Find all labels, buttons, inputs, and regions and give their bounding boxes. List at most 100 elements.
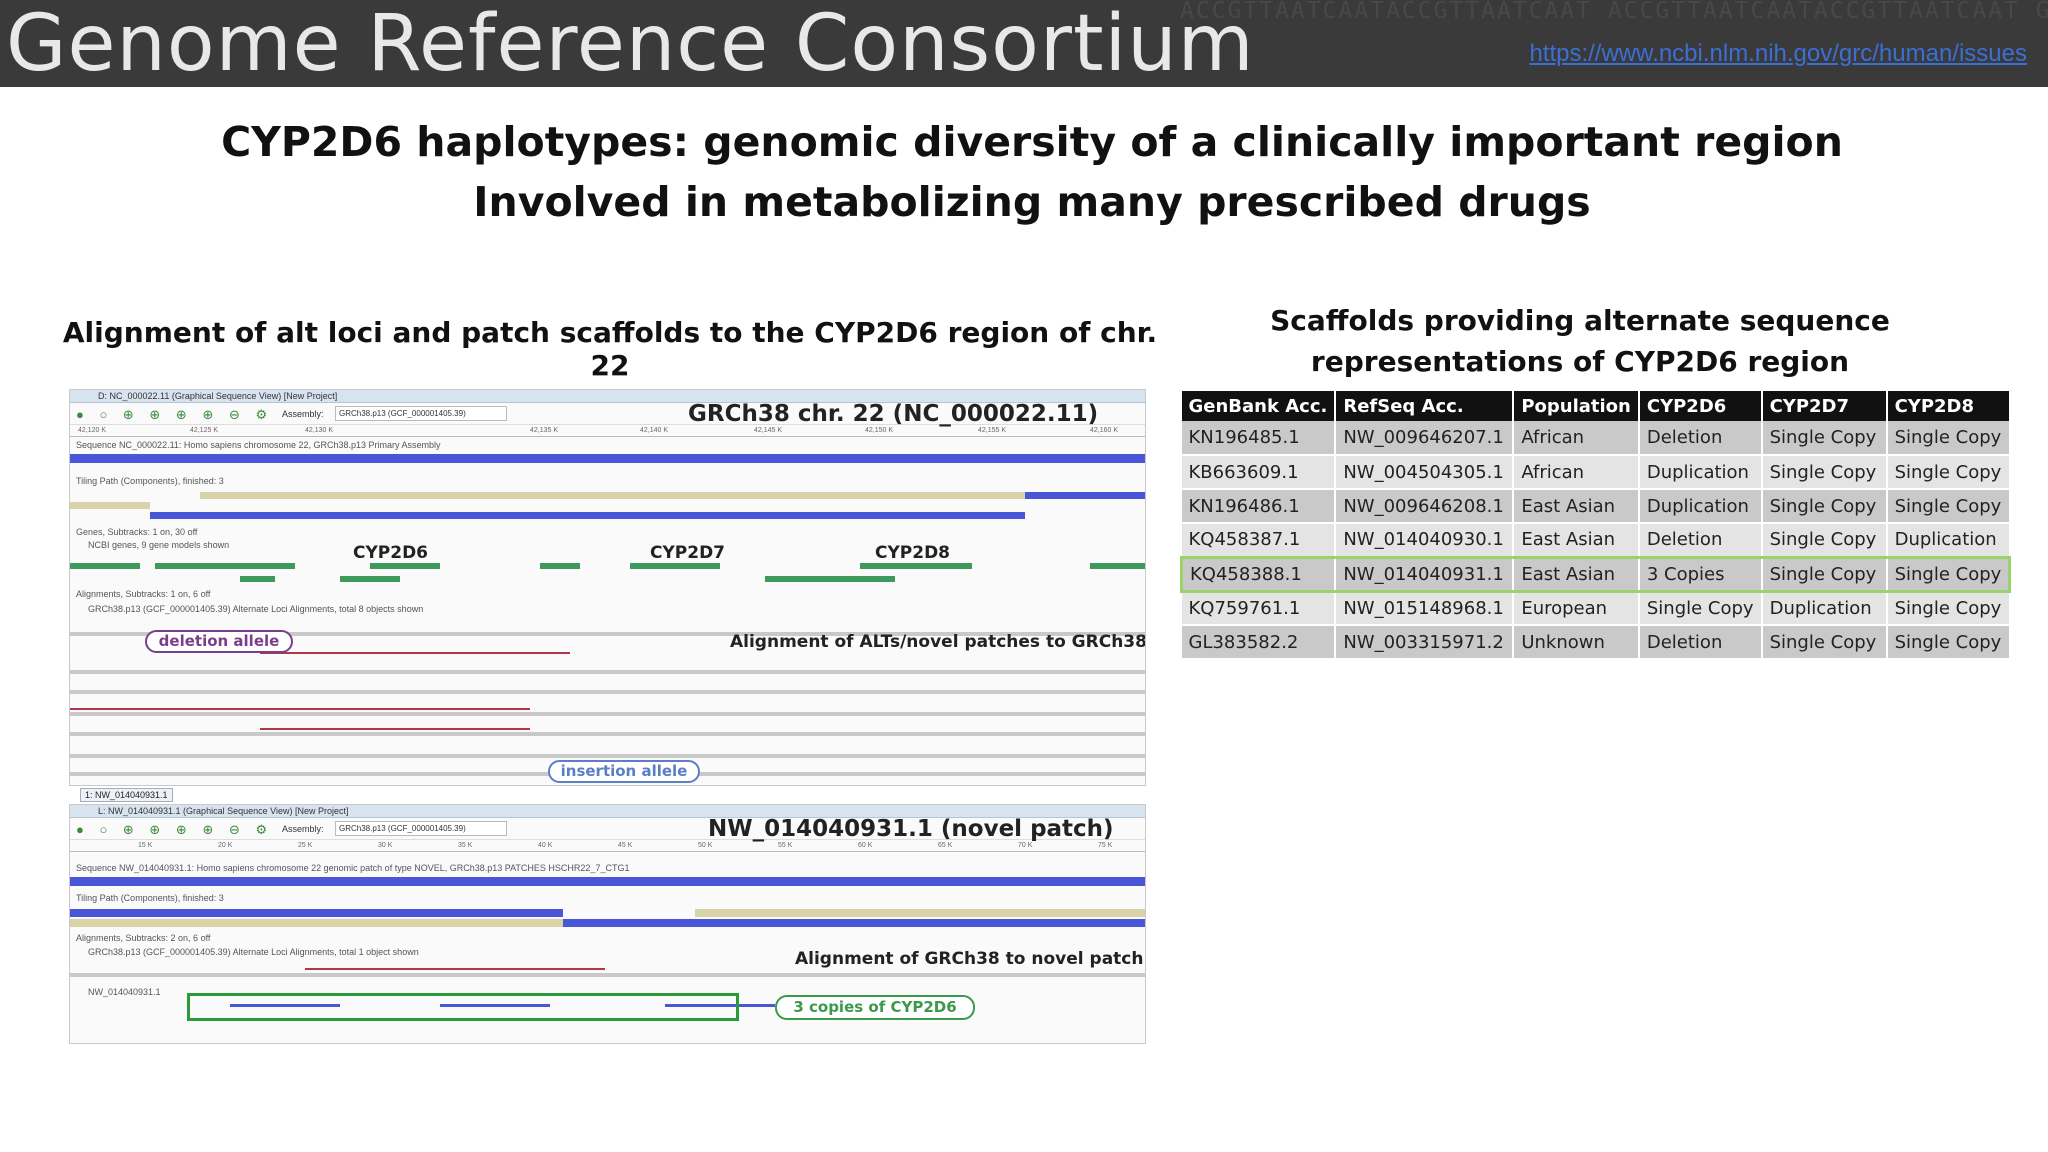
cell-refseq: NW_004504305.1 (1335, 455, 1515, 490)
alignment-row (70, 973, 1145, 977)
sequence-bar (70, 454, 1145, 463)
alignment-row (70, 754, 1145, 758)
ruler-tick: 42,125 K (190, 427, 219, 434)
cell-cyp2d7: Single Copy (1761, 555, 1888, 593)
cell-cyp2d7: Single Copy (1761, 489, 1888, 524)
gene-label-cyp2d6: CYP2D6 (353, 543, 429, 563)
cell-population: East Asian (1513, 489, 1640, 524)
ruler-tick: 70 K (1018, 842, 1033, 849)
gene-model[interactable] (155, 563, 295, 569)
ruler-tick: 42,120 K (78, 427, 107, 434)
banner-background-sequence: ACCGTTAATCAATACCGTTAATCAAT ACCGTTAATCAAT… (1180, 0, 2048, 24)
ruler-tick: 30 K (378, 842, 393, 849)
alignments-track-label: Alignments, Subtracks: 1 on, 6 off (76, 589, 211, 599)
gene-model[interactable] (630, 563, 720, 569)
table-row: GL383582.2 NW_003315971.2 Unknown Deleti… (1181, 625, 2011, 660)
alt-alignment-annotation: Alignment of ALTs/novel patches to GRCh3… (730, 632, 1146, 652)
ruler-tick: 25 K (298, 842, 313, 849)
alignment-row (70, 690, 1145, 694)
cell-cyp2d6: Single Copy (1638, 591, 1763, 626)
cell-genbank: KB663609.1 (1181, 455, 1337, 490)
genome-viewer-chr22[interactable]: D: NC_000022.11 (Graphical Sequence View… (69, 389, 1146, 786)
sequence-track-label: Sequence NC_000022.11: Homo sapiens chro… (76, 440, 441, 450)
nw-track-label: NW_014040931.1 (88, 987, 161, 997)
position-ruler: 15 K 20 K 25 K 30 K 35 K 40 K 45 K 50 K … (70, 842, 1145, 852)
table-row-highlighted: KQ458388.1 NW_014040931.1 East Asian 3 C… (1180, 555, 2012, 593)
tiling-component (70, 919, 563, 927)
cell-population: East Asian (1513, 523, 1640, 558)
ruler-tick: 20 K (218, 842, 233, 849)
cell-cyp2d7: Duplication (1761, 591, 1888, 626)
gene-label-cyp2d8: CYP2D8 (875, 543, 951, 563)
cell-genbank: GL383582.2 (1181, 625, 1337, 660)
column-header-refseq: RefSeq Acc. (1335, 391, 1515, 421)
sequence-bar (70, 877, 1145, 886)
genes-track-label: Genes, Subtracks: 1 on, 30 off (76, 527, 198, 537)
alt-loci-track-label: GRCh38.p13 (GCF_000001405.39) Alternate … (88, 947, 419, 957)
gene-model[interactable] (1090, 563, 1145, 569)
toolbar-zoom-icons[interactable]: ● ○ ⊕ ⊕ ⊕ ⊕ ⊖ ⚙ (76, 822, 274, 837)
cell-genbank: KN196485.1 (1181, 421, 1337, 456)
ruler-tick: 42,150 K (865, 427, 894, 434)
grc-issues-link[interactable]: https://www.ncbi.nlm.nih.gov/grc/human/i… (1529, 40, 2027, 67)
table-header-row: GenBank Acc. RefSeq Acc. Population CYP2… (1181, 391, 2011, 421)
alignment-gap (305, 968, 605, 970)
cell-cyp2d6: Deletion (1638, 421, 1763, 456)
tiling-component (695, 909, 1145, 917)
slide-title: CYP2D6 haplotypes: genomic diversity of … (0, 112, 2048, 232)
assembly-label: Assembly: (282, 409, 324, 419)
toolbar-zoom-icons[interactable]: ● ○ ⊕ ⊕ ⊕ ⊕ ⊖ ⚙ (76, 407, 274, 422)
viewer-titlebar: D: NC_000022.11 (Graphical Sequence View… (70, 390, 1145, 403)
assembly-select[interactable]: GRCh38.p13 (GCF_000001405.39) (335, 406, 507, 421)
viewer-titlebar: L: NW_014040931.1 (Graphical Sequence Vi… (70, 805, 1145, 818)
ruler-tick: 42,135 K (530, 427, 559, 434)
cell-genbank: KQ458387.1 (1181, 523, 1337, 558)
gene-model[interactable] (240, 576, 275, 582)
gene-model[interactable] (860, 563, 972, 569)
gene-label-cyp2d7: CYP2D7 (650, 543, 726, 563)
gene-model[interactable] (370, 563, 440, 569)
ruler-tick: 75 K (1098, 842, 1113, 849)
cell-population: African (1513, 455, 1640, 490)
three-copies-callout: 3 copies of CYP2D6 (775, 995, 975, 1020)
position-ruler: 42,120 K 42,125 K 42,130 K 42,135 K 42,1… (70, 427, 1145, 437)
table-row: KN196486.1 NW_009646208.1 East Asian Dup… (1181, 489, 2011, 524)
gene-model[interactable] (540, 563, 580, 569)
sequence-title: GRCh38 chr. 22 (NC_000022.11) (688, 401, 1099, 427)
cell-cyp2d8: Single Copy (1886, 591, 2011, 626)
ruler-tick: 50 K (698, 842, 713, 849)
column-header-genbank: GenBank Acc. (1181, 391, 1337, 421)
cell-refseq: NW_015148968.1 (1335, 591, 1515, 626)
header-banner: ACCGTTAATCAATACCGTTAATCAAT ACCGTTAATCAAT… (0, 0, 2048, 87)
scaffolds-heading-line1: Scaffolds providing alternate sequence (1270, 304, 1890, 337)
banner-title: Genome Reference Consortium (6, 0, 1255, 87)
alignment-heading: Alignment of alt loci and patch scaffold… (62, 316, 1158, 382)
cell-cyp2d8: Single Copy (1886, 489, 2011, 524)
viewer-toolbar: ● ○ ⊕ ⊕ ⊕ ⊕ ⊖ ⚙ Assembly: GRCh38.p13 (GC… (70, 816, 1145, 842)
alignment-gap (260, 728, 530, 730)
alt-loci-track-label: GRCh38.p13 (GCF_000001405.39) Alternate … (88, 604, 424, 614)
gene-model[interactable] (340, 576, 400, 582)
gene-model[interactable] (70, 563, 140, 569)
genome-viewer-novel-patch[interactable]: L: NW_014040931.1 (Graphical Sequence Vi… (69, 804, 1146, 1044)
cell-cyp2d8: Single Copy (1886, 555, 2012, 593)
cell-population: European (1513, 591, 1640, 626)
tiling-component (200, 492, 1100, 499)
sequence-track-label: Sequence NW_014040931.1: Homo sapiens ch… (76, 863, 630, 873)
gene-model[interactable] (765, 576, 895, 582)
assembly-label: Assembly: (282, 824, 324, 834)
cell-genbank: KN196486.1 (1181, 489, 1337, 524)
cell-cyp2d8: Single Copy (1886, 455, 2011, 490)
viewer-tab-nw014040931[interactable]: 1: NW_014040931.1 (80, 788, 173, 802)
ruler-tick: 60 K (858, 842, 873, 849)
deletion-allele-callout: deletion allele (145, 630, 293, 653)
cell-population: Unknown (1513, 625, 1640, 660)
slide-title-line1: CYP2D6 haplotypes: genomic diversity of … (221, 118, 1843, 166)
viewer-toolbar: ● ○ ⊕ ⊕ ⊕ ⊕ ⊖ ⚙ Assembly: GRCh38.p13 (GC… (70, 401, 1145, 427)
ruler-tick: 65 K (938, 842, 953, 849)
cell-refseq: NW_009646207.1 (1335, 421, 1515, 456)
cell-refseq: NW_014040931.1 (1335, 555, 1515, 593)
cell-genbank: KQ458388.1 (1180, 555, 1337, 593)
assembly-select[interactable]: GRCh38.p13 (GCF_000001405.39) (335, 821, 507, 836)
alignment-gap (260, 652, 570, 654)
